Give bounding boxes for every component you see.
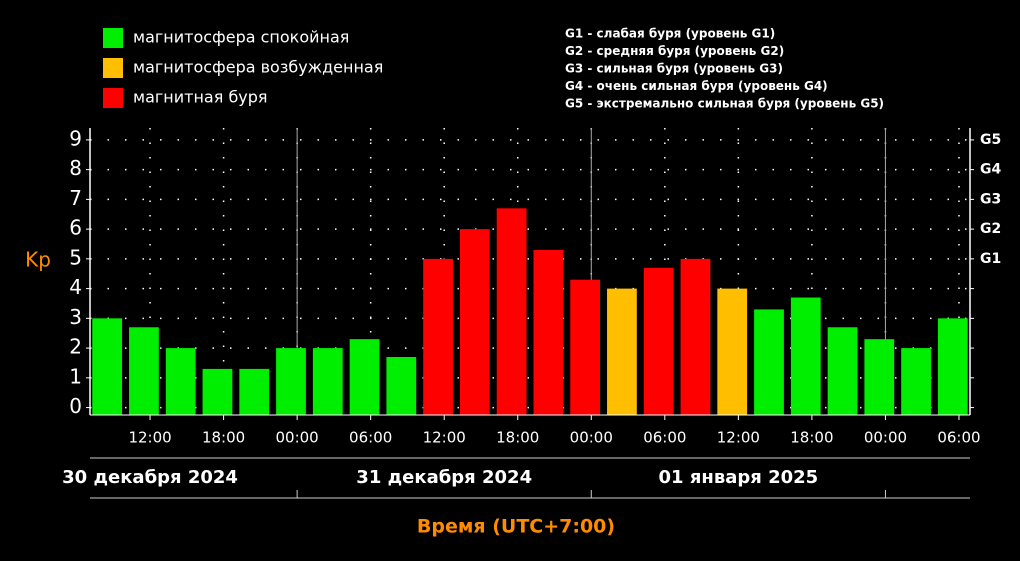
bar (643, 267, 674, 415)
x-tick-label: 00:00 (864, 429, 907, 447)
day-label: 31 декабря 2024 (356, 467, 532, 488)
y-tick-label: 4 (69, 275, 82, 299)
bar (423, 258, 453, 415)
bar (459, 229, 490, 415)
bar (276, 348, 306, 415)
bar (937, 318, 968, 415)
legend-label: магнитосфера возбужденная (133, 58, 383, 77)
y-tick-label: 9 (69, 126, 82, 150)
bar (790, 297, 821, 415)
bar (680, 258, 711, 415)
y2-tick-label: G3 (980, 191, 1001, 207)
x-tick-label: 12:00 (128, 429, 171, 447)
y2-tick-label: G5 (980, 132, 1001, 148)
y-tick-label: 1 (69, 364, 82, 388)
bar (349, 339, 380, 415)
bar (129, 327, 159, 415)
storm-level: G5 - экстремально сильная буря (уровень … (565, 97, 884, 111)
x-tick-label: 06:00 (937, 429, 980, 447)
legend-label: магнитосфера спокойная (133, 28, 349, 47)
x-tick-label: 18:00 (496, 429, 539, 447)
y2-tick-label: G1 (980, 251, 1001, 267)
legend-swatch (103, 28, 123, 48)
bar (901, 348, 931, 415)
day-label: 30 декабря 2024 (62, 467, 238, 488)
x-tick-label: 12:00 (423, 429, 466, 447)
bar (827, 327, 858, 415)
y-tick-label: 5 (69, 245, 82, 269)
legend-swatch (103, 58, 123, 78)
y-tick-label: 8 (69, 156, 82, 180)
y-tick-label: 2 (69, 335, 82, 359)
storm-level: G3 - сильная буря (уровень G3) (565, 62, 783, 76)
bar (717, 288, 748, 415)
y2-tick-label: G4 (980, 162, 1001, 178)
bar (754, 309, 784, 415)
storm-level: G2 - средняя буря (уровень G2) (565, 44, 784, 58)
bar (165, 348, 196, 415)
storm-level: G1 - слабая буря (уровень G1) (565, 27, 775, 41)
bar (533, 249, 564, 415)
bar (570, 279, 601, 415)
day-label: 01 января 2025 (659, 467, 819, 488)
y-tick-label: 0 (69, 394, 82, 418)
storm-level: G4 - очень сильная буря (уровень G4) (565, 79, 828, 93)
x-label: Время (UTC+7:00) (417, 516, 615, 538)
bar (864, 339, 895, 415)
bar (92, 318, 123, 415)
y-tick-label: 7 (69, 186, 82, 210)
legend-swatch (103, 88, 123, 108)
bar (496, 208, 527, 415)
bar (386, 357, 417, 415)
x-tick-label: 18:00 (790, 429, 833, 447)
x-tick-label: 00:00 (570, 429, 613, 447)
y-tick-label: 3 (69, 305, 82, 329)
x-tick-label: 18:00 (202, 429, 245, 447)
x-tick-label: 00:00 (276, 429, 319, 447)
bar (312, 348, 343, 415)
x-tick-label: 12:00 (717, 429, 760, 447)
y-tick-label: 6 (69, 216, 82, 240)
x-tick-label: 06:00 (349, 429, 392, 447)
legend-label: магнитная буря (133, 88, 268, 107)
x-tick-label: 06:00 (643, 429, 686, 447)
y-label: Kp (25, 248, 51, 272)
bar (607, 288, 637, 415)
y2-tick-label: G2 (980, 221, 1001, 237)
bar (202, 368, 233, 415)
bar (239, 368, 270, 415)
